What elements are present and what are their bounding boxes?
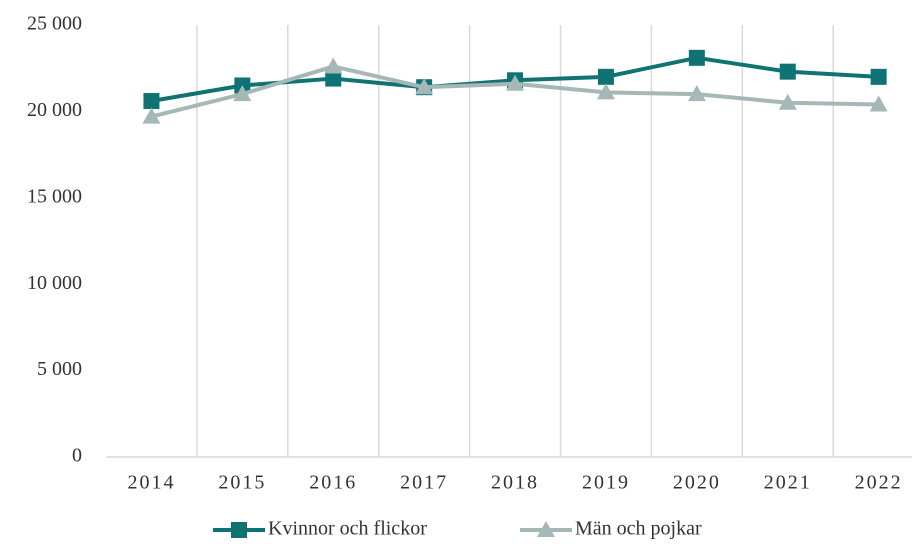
x-tick-label: 2018 [491,472,539,494]
y-tick-label: 10 000 [27,272,82,294]
legend-label: Kvinnor och flickor [268,518,427,540]
y-tick-label: 15 000 [27,185,82,207]
x-tick-label: 2017 [400,472,448,494]
marker [143,93,160,110]
x-tick-label: 2014 [127,472,175,494]
marker [596,83,615,100]
marker [233,85,252,102]
y-tick-label: 25 000 [27,13,82,35]
marker [687,85,706,102]
marker [506,74,525,91]
marker [597,68,614,85]
marker [324,57,343,74]
marker [537,521,555,537]
marker [870,68,887,85]
x-tick-label: 2020 [673,472,721,494]
marker [231,522,247,538]
x-tick-label: 2022 [855,472,903,494]
x-tick-label: 2015 [218,472,266,494]
marker [688,49,705,66]
y-tick-label: 5 000 [37,358,82,380]
marker [869,95,888,112]
legend-label: Män och pojkar [575,518,702,540]
marker [779,63,796,80]
y-tick-label: 20 000 [27,99,82,121]
marker [325,70,342,87]
x-tick-label: 2016 [309,472,357,494]
x-tick-label: 2019 [582,472,630,494]
marker [142,107,161,124]
marker [778,93,797,110]
x-tick-label: 2021 [764,472,812,494]
y-tick-label: 0 [72,445,82,467]
marker [415,78,434,95]
